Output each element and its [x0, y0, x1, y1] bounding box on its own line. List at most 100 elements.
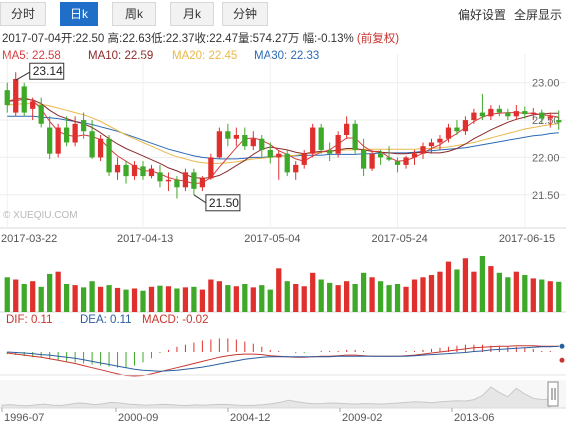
volume-bar-7 — [64, 284, 70, 312]
volume-bar-20 — [174, 288, 180, 312]
candle-body-37 — [318, 127, 324, 150]
candle-body-54 — [462, 120, 469, 132]
candle-body-41 — [352, 123, 358, 150]
candle-body-0 — [4, 90, 10, 106]
info-adjust-mode[interactable]: (前复权) — [356, 33, 400, 45]
ma10-label: MA10: — [88, 50, 122, 62]
volume-bar-46 — [394, 284, 401, 312]
volume-bar-44 — [377, 281, 384, 312]
candle-body-7 — [64, 127, 70, 143]
candle-body-30 — [259, 138, 265, 150]
candle-body-4 — [38, 105, 44, 124]
info-change: -0.13% — [317, 33, 354, 45]
candle-body-28 — [242, 135, 248, 147]
volume-bar-41 — [352, 284, 358, 312]
volume-bar-50 — [428, 275, 435, 312]
volume-bar-16 — [140, 290, 146, 312]
candle-body-49 — [420, 146, 426, 154]
period-tabs: 分时 日k 周k 月k 分钟 偏好设置 全屏显示 — [0, 0, 566, 28]
volume-bar-58 — [496, 272, 502, 312]
macd-dea-value: 0.11 — [110, 314, 132, 326]
volume-bar-4 — [38, 286, 44, 312]
volume-bar-25 — [216, 281, 222, 312]
volume-bar-32 — [276, 268, 282, 312]
candle-body-25 — [216, 131, 222, 158]
macd-dif-legend: DIF: 0.11 — [6, 314, 52, 326]
candle-body-36 — [310, 127, 316, 154]
volume-bar-54 — [462, 258, 469, 312]
candle-body-63 — [539, 112, 545, 119]
volume-bar-29 — [250, 287, 256, 312]
tab-daily[interactable]: 日k — [60, 2, 98, 26]
fullscreen-button[interactable]: 全屏显示 — [514, 8, 563, 22]
volume-bar-26 — [225, 285, 231, 312]
volume-bar-38 — [327, 282, 333, 312]
volume-bar-33 — [284, 281, 290, 312]
info-high: 22.63 — [122, 33, 151, 45]
candle-body-57 — [488, 108, 494, 117]
candle-body-14 — [123, 164, 129, 177]
info-open-label: 开: — [60, 33, 76, 45]
date-axis-label-4: 2017-06-15 — [499, 233, 555, 245]
volume-bar-60 — [513, 271, 519, 312]
volume-bar-52 — [445, 261, 452, 312]
info-volume: 574.27万 — [252, 33, 300, 45]
ma5-legend: MA5: 22.58 — [2, 50, 61, 62]
tab-intraday[interactable]: 分时 — [0, 2, 46, 26]
ma5-value: 22.58 — [32, 50, 61, 62]
candle-body-53 — [454, 127, 460, 132]
candle-body-59 — [505, 112, 511, 117]
volume-bar-59 — [505, 277, 511, 312]
ma10-legend: MA10: 22.59 — [88, 50, 153, 62]
candle-body-18 — [157, 172, 163, 182]
settings-button[interactable]: 偏好设置 — [458, 8, 507, 22]
candle-body-6 — [55, 127, 61, 154]
overview-axis-label-0: 1996-07 — [4, 412, 44, 424]
candle-body-22 — [191, 172, 197, 189]
price-axis-label-3: 21.50 — [532, 190, 560, 202]
candle-body-17 — [148, 168, 155, 177]
overview-axis-label-4: 2013-06 — [454, 412, 494, 424]
volume-bar-11 — [97, 286, 104, 312]
candle-body-48 — [411, 153, 418, 158]
macd-hist-legend: MACD: -0.02 — [142, 314, 208, 326]
volume-bar-45 — [386, 285, 392, 312]
overview-area — [1, 386, 551, 409]
tab-monthly[interactable]: 月k — [170, 2, 214, 26]
macd-dea-legend: DEA: 0.11 — [80, 314, 132, 326]
overview-axis-label-3: 2009-02 — [342, 412, 382, 424]
info-volume-label: 量: — [237, 33, 253, 45]
macd-dea-label: DEA: — [80, 314, 107, 326]
volume-bar-0 — [4, 277, 10, 312]
macd-dea-endpoint — [559, 343, 565, 349]
volume-bar-21 — [182, 287, 189, 312]
watermark: © XUEQIU.COM — [3, 210, 78, 221]
volume-bar-34 — [293, 284, 299, 312]
candle-body-47 — [403, 157, 409, 165]
macd-hist-value: -0.02 — [182, 314, 209, 326]
price-axis-label-2: 22.00 — [532, 152, 560, 164]
candle-body-13 — [114, 164, 121, 173]
volume-bar-10 — [89, 281, 95, 312]
candle-body-3 — [30, 101, 36, 109]
max-price-box — [29, 62, 65, 80]
volume-bar-63 — [539, 279, 545, 312]
candle-body-12 — [106, 138, 112, 173]
info-low: 22.37 — [165, 33, 195, 45]
ma20-label: MA20: — [172, 50, 206, 62]
candle-body-60 — [513, 111, 519, 117]
max-price-pointer — [15, 71, 30, 81]
volume-bar-56 — [479, 256, 486, 312]
candle-body-58 — [496, 108, 502, 113]
volume-bar-47 — [403, 286, 409, 312]
ma20-legend: MA20: 22.45 — [172, 50, 237, 62]
volume-bar-65 — [556, 281, 562, 312]
tab-minute[interactable]: 分钟 — [222, 2, 268, 26]
volume-bar-39 — [335, 285, 341, 312]
volume-bar-51 — [437, 271, 443, 312]
volume-bar-57 — [488, 266, 494, 312]
overview-axis-label-2: 2004-12 — [230, 412, 270, 424]
tab-weekly[interactable]: 周k — [112, 2, 156, 26]
date-axis-label-3: 2017-05-24 — [372, 233, 428, 245]
